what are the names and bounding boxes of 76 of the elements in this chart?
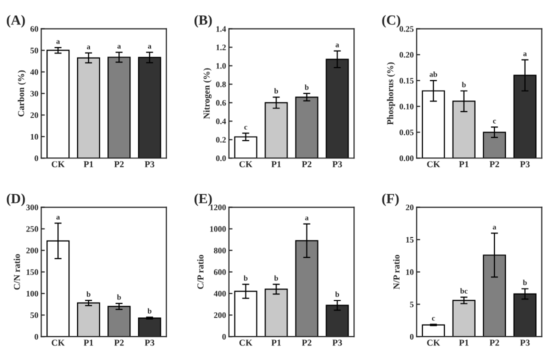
x-tick-label: P2: [302, 340, 312, 346]
y-tick-label: 1.0: [216, 63, 226, 69]
x-tick-label: P3: [144, 161, 154, 168]
y-tick-label: 20: [406, 204, 414, 210]
chart-title: (A): [6, 14, 25, 28]
y-tick-label: 50: [30, 312, 38, 318]
y-axis-title: C/N ratio: [14, 254, 20, 290]
x-tick-label: P3: [332, 161, 342, 168]
x-tick-label: P3: [520, 161, 530, 168]
y-axis-title: Carbon (%): [18, 70, 26, 116]
y-tick-label: 250: [26, 226, 38, 232]
x-tick-label: P1: [271, 161, 281, 168]
y-tick-label: 0.0: [216, 155, 226, 162]
x-tick-label: P2: [302, 161, 312, 168]
y-tick-label: 800: [214, 248, 226, 254]
y-tick-label: 0: [410, 334, 414, 340]
y-tick-label: 100: [26, 290, 38, 296]
y-tick-label: 0: [222, 334, 226, 340]
x-tick-label: P2: [490, 161, 500, 168]
y-tick-label: 0.8: [216, 82, 226, 88]
y-axis-title: Phosphorus (%): [386, 62, 396, 125]
x-tick-label: CK: [239, 340, 252, 346]
y-tick-label: 600: [214, 269, 226, 275]
y-tick-label: 1200: [210, 204, 226, 210]
y-tick-label: 0.20: [400, 52, 414, 58]
y-tick-label: 40: [30, 69, 38, 75]
x-tick-label: P3: [144, 340, 154, 346]
y-tick-label: 1.4: [216, 26, 226, 32]
x-tick-label: P2: [490, 340, 500, 346]
y-tick-label: 300: [26, 204, 38, 210]
y-tick-label: 5: [410, 302, 414, 308]
chart-title: (D): [6, 193, 25, 206]
y-tick-label: 400: [214, 290, 226, 296]
y-axis-title: N/P ratio: [393, 254, 400, 290]
x-tick-label: P2: [114, 340, 124, 346]
y-tick-label: 1000: [210, 226, 226, 232]
x-tick-label: CK: [52, 161, 65, 168]
y-tick-label: 0.10: [400, 104, 414, 110]
y-tick-label: 0.00: [400, 155, 414, 162]
x-tick-label: P2: [114, 161, 124, 168]
chart-title: (B): [194, 14, 212, 28]
y-tick-label: 30: [30, 90, 38, 96]
chart-title: (F): [382, 193, 399, 206]
y-axis-title: C/P ratio: [197, 254, 204, 289]
y-tick-label: 10: [406, 269, 414, 275]
y-tick-label: 0.05: [400, 130, 414, 136]
y-tick-label: 50: [30, 48, 38, 54]
y-tick-label: 1.2: [216, 44, 226, 50]
x-tick-label: CK: [239, 161, 252, 168]
y-tick-label: 0.6: [216, 100, 226, 106]
y-tick-label: 20: [30, 112, 38, 118]
y-tick-label: 0.15: [400, 78, 414, 84]
x-tick-label: P1: [459, 340, 468, 346]
x-tick-label: P1: [459, 161, 468, 168]
y-tick-label: 0: [34, 334, 38, 340]
chart-title: (C): [382, 14, 400, 28]
x-tick-label: CK: [52, 340, 65, 346]
x-tick-label: P3: [520, 340, 530, 346]
y-tick-label: 0: [34, 155, 38, 162]
x-tick-label: CK: [427, 161, 440, 168]
y-tick-label: 0.25: [400, 26, 414, 32]
y-tick-label: 200: [26, 248, 38, 254]
x-tick-label: P1: [271, 340, 281, 346]
y-tick-label: 200: [214, 312, 226, 318]
y-axis-title: Nitrogen (%): [203, 68, 212, 119]
y-tick-label: 10: [30, 134, 38, 140]
y-tick-label: 15: [406, 236, 414, 243]
y-tick-label: 60: [30, 26, 38, 32]
y-tick-label: 150: [26, 269, 38, 275]
chart-title: (E): [194, 193, 212, 206]
y-tick-label: 0.4: [216, 118, 226, 124]
x-tick-label: P1: [84, 340, 94, 346]
x-tick-label: P3: [332, 340, 342, 346]
y-tick-label: 0.2: [216, 137, 226, 143]
x-tick-label: CK: [427, 340, 440, 346]
x-tick-label: P1: [84, 161, 94, 168]
